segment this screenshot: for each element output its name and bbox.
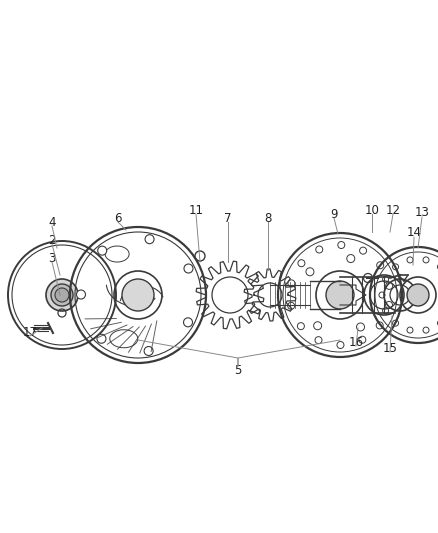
Circle shape [407, 284, 429, 306]
Circle shape [385, 302, 392, 309]
Circle shape [46, 279, 78, 311]
Circle shape [144, 346, 153, 356]
Circle shape [297, 322, 304, 329]
Circle shape [145, 235, 154, 244]
Text: 16: 16 [349, 335, 364, 349]
Circle shape [376, 322, 383, 329]
Circle shape [360, 247, 367, 254]
Circle shape [326, 281, 354, 309]
Text: 2: 2 [48, 233, 56, 246]
Circle shape [359, 336, 366, 343]
Text: 9: 9 [330, 207, 338, 221]
Text: 5: 5 [234, 364, 242, 376]
Text: 10: 10 [364, 204, 379, 216]
Circle shape [55, 288, 69, 302]
Circle shape [184, 318, 193, 327]
Circle shape [98, 246, 107, 255]
Circle shape [288, 280, 295, 287]
Circle shape [122, 279, 154, 311]
Text: 17: 17 [22, 326, 38, 338]
Circle shape [97, 334, 106, 343]
Text: 8: 8 [264, 212, 272, 224]
Circle shape [377, 262, 384, 269]
Circle shape [337, 342, 344, 349]
Text: 12: 12 [385, 204, 400, 216]
Text: 7: 7 [224, 212, 232, 224]
Circle shape [315, 337, 322, 344]
Text: 14: 14 [406, 227, 421, 239]
Text: 15: 15 [382, 342, 397, 354]
Text: 13: 13 [414, 206, 429, 220]
Circle shape [338, 241, 345, 248]
Circle shape [386, 282, 392, 289]
Text: 6: 6 [114, 212, 122, 224]
Circle shape [51, 284, 73, 306]
Circle shape [298, 260, 305, 266]
Circle shape [77, 290, 85, 299]
Text: 4: 4 [48, 215, 56, 229]
Circle shape [288, 302, 295, 309]
Circle shape [184, 264, 193, 273]
Text: 11: 11 [188, 204, 204, 216]
Text: 3: 3 [48, 252, 56, 264]
Circle shape [316, 246, 323, 253]
